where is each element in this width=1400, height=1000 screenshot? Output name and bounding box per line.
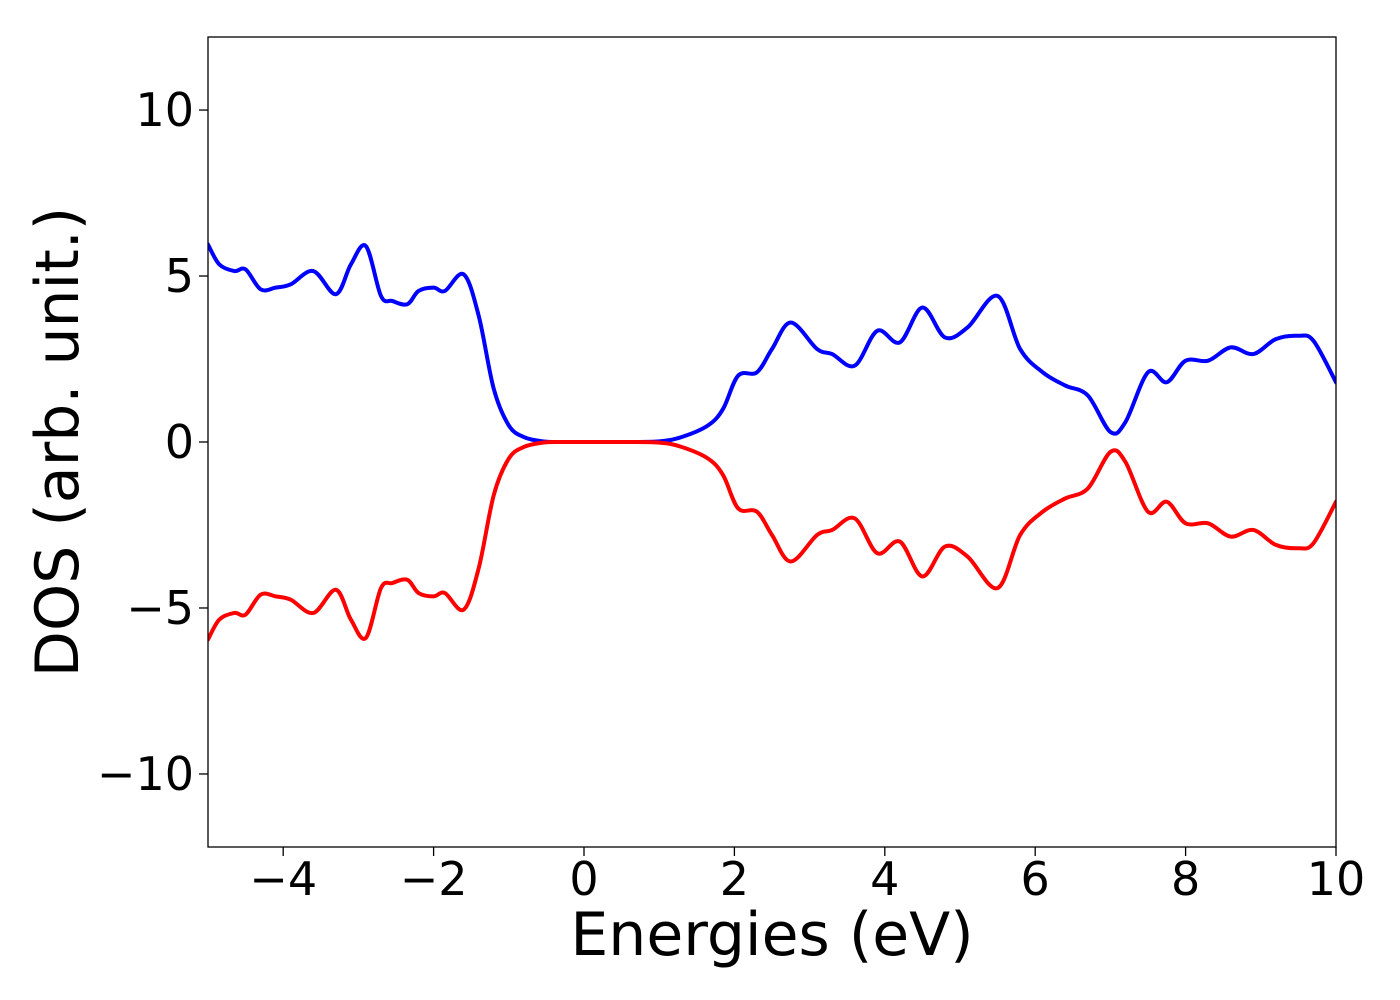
x-tick-label: 4 (870, 852, 899, 906)
series-line-negative (208, 439, 1336, 642)
y-tick-label: 10 (135, 83, 194, 137)
y-tick-label: 5 (165, 249, 194, 303)
y-tick-label: 0 (165, 415, 194, 469)
x-tick-label: 6 (1021, 852, 1050, 906)
y-tick-label: −10 (97, 747, 194, 801)
x-tick-label: 2 (720, 852, 749, 906)
y-tick-label: −5 (126, 581, 194, 635)
x-tick-label: 0 (569, 852, 598, 906)
x-axis-ticks: −4 −2 0 2 4 6 8 10 (249, 847, 1365, 906)
x-tick-label: −4 (249, 852, 317, 906)
series-line-positive (208, 242, 1336, 445)
y-axis-ticks: −10 −5 0 5 10 (97, 83, 208, 801)
series-layer (208, 242, 1336, 642)
y-axis-label: DOS (arb. unit.) (23, 207, 93, 677)
plot-background (208, 37, 1336, 847)
x-axis-label: Energies (eV) (570, 900, 973, 970)
x-tick-label: −2 (400, 852, 468, 906)
x-tick-label: 10 (1307, 852, 1366, 906)
x-tick-label: 8 (1171, 852, 1200, 906)
